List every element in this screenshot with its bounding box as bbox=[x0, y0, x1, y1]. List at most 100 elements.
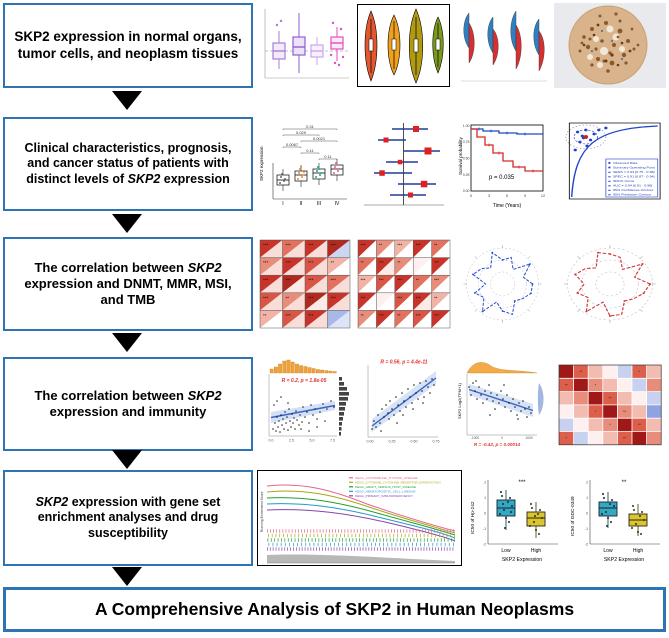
ytick: -1 bbox=[483, 527, 486, 531]
thumb-msi-radar bbox=[455, 237, 550, 331]
sroc-legend-8: 95% Prediction Contour bbox=[613, 193, 652, 197]
p-value-5: 0.11 bbox=[306, 148, 314, 153]
x-ticks: -1000 0 1000 bbox=[471, 436, 533, 440]
star: ** bbox=[416, 278, 420, 283]
stage-boxplot-svg: 0.31 0.029 0.0021 0.0067 0.11 0.11 bbox=[257, 117, 352, 211]
low-box bbox=[598, 492, 618, 528]
star: ** bbox=[286, 295, 290, 300]
sroc-legend-box bbox=[605, 158, 659, 198]
sroc-legend-7: 95% Confidence Contour bbox=[613, 188, 655, 192]
top-density bbox=[466, 362, 538, 374]
gsea-legend-4: KEGG_HEMATOPOIETIC_CELL_LINEAGE bbox=[355, 490, 416, 494]
km-curve-svg: p = 0.035 1.00 0.75 0.50 0.25 0.00 0 3 6… bbox=[455, 117, 550, 211]
ytick: -2 bbox=[585, 543, 588, 547]
km-xtick-2: 3 bbox=[488, 194, 490, 198]
star: *** bbox=[416, 295, 421, 300]
immunity-scatter-3-svg: -1000 0 1000 R = -0.42, p = 0.00014 SKP2 L… bbox=[455, 357, 550, 451]
step-5-label: SKP2 expression with gene set enrichment… bbox=[13, 495, 243, 542]
xtick: 0.50 bbox=[411, 440, 418, 444]
xtick: 2.5 bbox=[289, 439, 294, 443]
down-arrow-5 bbox=[112, 567, 142, 586]
trend-line bbox=[371, 377, 437, 427]
star: * bbox=[609, 422, 611, 427]
down-arrow-3 bbox=[112, 333, 142, 352]
violin-group bbox=[364, 8, 444, 84]
star: ** bbox=[579, 369, 583, 374]
sroc-legend-4: SPEC = 0.91 [0.87 - 0.94] bbox=[613, 175, 655, 179]
ic50-1-significance: *** bbox=[518, 480, 526, 486]
significance-values: 0.31 0.029 0.0021 0.0067 0.11 0.11 bbox=[286, 124, 333, 159]
step-5-italic: SKP2 bbox=[35, 494, 69, 509]
ic50-2-y-label: IC50 of GDC-0349 bbox=[570, 496, 576, 536]
star: *** bbox=[434, 260, 439, 265]
summary-point bbox=[583, 135, 589, 139]
purple-box-3 bbox=[310, 37, 324, 65]
star: *** bbox=[286, 260, 292, 265]
star: *** bbox=[416, 313, 421, 318]
grid-lines bbox=[357, 239, 451, 329]
step-1-label: SKP2 expression in normal organs, tumor … bbox=[13, 29, 243, 63]
ytick: 0 bbox=[484, 512, 486, 516]
thumb-gsea-plot: Running Enrichment Score KEGG_AUTOIMMUNE… bbox=[257, 470, 462, 566]
step-3-text: The correlation between bbox=[34, 259, 188, 275]
km-ytick-5: 0.00 bbox=[463, 189, 470, 193]
purple-box-1 bbox=[272, 19, 286, 69]
triangle-cells bbox=[260, 240, 350, 328]
step-2-text: Clinical characteristics, prognosis, and… bbox=[24, 140, 232, 186]
ytick: 1 bbox=[484, 496, 486, 500]
star: ** bbox=[565, 382, 569, 387]
star: *** bbox=[286, 243, 292, 248]
high-box bbox=[526, 502, 546, 538]
magenta-box-4 bbox=[329, 21, 345, 67]
x-ticks: 0.00 0.25 0.50 0.75 bbox=[367, 440, 440, 444]
star: *** bbox=[331, 278, 337, 283]
jitter-stage-4 bbox=[333, 162, 340, 174]
ic50-2-y-ticks: 2 1 0 -1 -2 bbox=[585, 481, 588, 547]
step-4-italic: SKP2 bbox=[187, 387, 222, 403]
low-jitter bbox=[498, 490, 514, 530]
star: * bbox=[595, 382, 597, 387]
star: ** bbox=[379, 243, 383, 248]
significance-stars: *** *** *** *** *** *** *** ** *** *** *** *** **… bbox=[263, 243, 336, 318]
high-jitter bbox=[630, 504, 646, 536]
x-tick-III: III bbox=[317, 201, 321, 207]
star: *** bbox=[361, 295, 366, 300]
radar-points bbox=[574, 251, 652, 317]
star: *** bbox=[331, 295, 337, 300]
thumb-km-curve: p = 0.035 1.00 0.75 0.50 0.25 0.00 0 3 6… bbox=[455, 117, 550, 211]
star: *** bbox=[308, 278, 314, 283]
immunity-scatter-1-svg: R = 0.2, p = 1.8e-05 0.0 2.5 5.0 7.5 bbox=[257, 357, 352, 451]
ic50-boxplot-2-svg: IC50 of GDC-0349 2 1 0 -1 -2 ** bbox=[566, 470, 666, 566]
correlation-label: R = 0.2, p = 1.8e-05 bbox=[282, 378, 327, 384]
stage-x-ticks: I II III IV bbox=[282, 201, 340, 207]
high-box bbox=[628, 504, 648, 536]
star: *** bbox=[331, 243, 337, 248]
ic50-2-significance: ** bbox=[622, 480, 627, 486]
ihc-histology-svg bbox=[554, 3, 666, 88]
step-1-box: SKP2 expression in normal organs, tumor … bbox=[3, 3, 253, 88]
thumb-ic50-boxplot-1: IC50 of Hp-242 2 1 0 -1 -2 *** bbox=[466, 470, 563, 566]
tmb-radar-svg bbox=[554, 237, 666, 331]
violin-inner-boxes bbox=[368, 17, 441, 75]
star: ** bbox=[361, 260, 365, 265]
immune-corr-heatmap-svg: ** * ** * ** * ** * ** * ** bbox=[554, 357, 666, 451]
star: ** bbox=[397, 260, 401, 265]
step-3-text2: expression and DNMT, MMR, MSI, and TMB bbox=[24, 275, 232, 308]
km-line-high bbox=[471, 128, 543, 172]
p-value-2: 0.029 bbox=[296, 130, 307, 135]
boxplot-normal-organs-svg bbox=[257, 3, 352, 88]
x-tick-I: I bbox=[282, 201, 283, 207]
p-value-3: 0.0021 bbox=[313, 136, 326, 141]
barcode-rows bbox=[267, 529, 455, 551]
effect-squares bbox=[379, 126, 432, 198]
xtick: 1000 bbox=[525, 436, 533, 440]
sroc-legend-6: AUC = 0.94 [0.91 - 0.96] bbox=[613, 184, 652, 188]
star: ** bbox=[638, 422, 642, 427]
ranked-metric-area bbox=[267, 554, 455, 563]
thumb-sroc-curve: Observed Data Summary Operating Point SE… bbox=[554, 117, 666, 211]
x-tick-II: II bbox=[300, 201, 303, 207]
xtick: 0.00 bbox=[367, 440, 374, 444]
xtick-high: High bbox=[531, 548, 542, 554]
x-ticks: 0.0 2.5 5.0 7.5 bbox=[269, 439, 336, 443]
